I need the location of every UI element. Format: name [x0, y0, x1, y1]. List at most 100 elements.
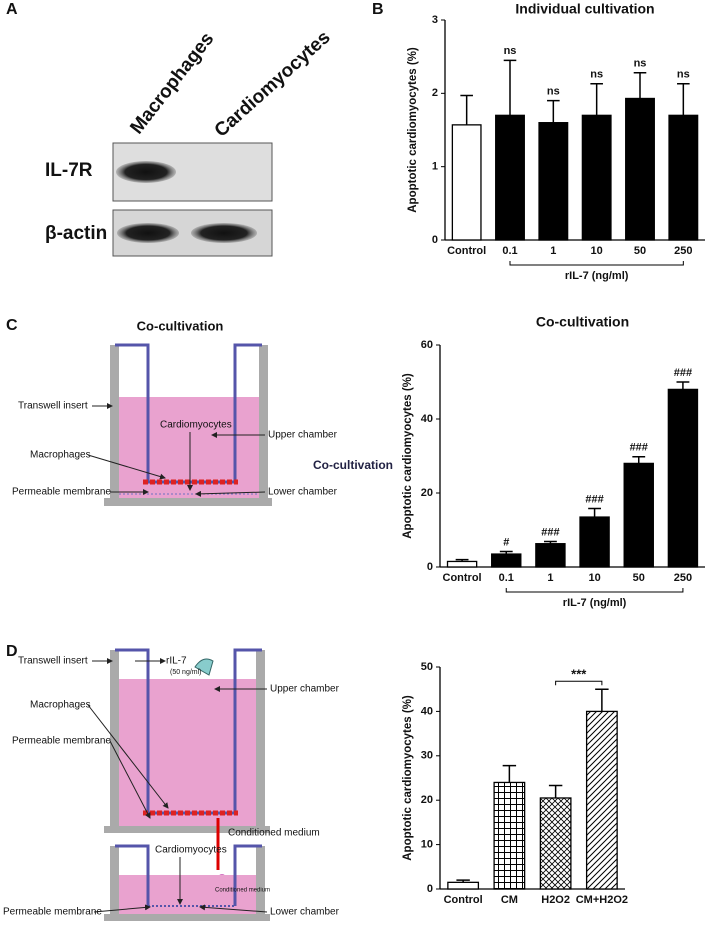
annotation: ns: [590, 69, 603, 81]
diagram-label: rIL-7: [166, 656, 187, 667]
error-bar: [460, 94, 473, 125]
blot-column-label: Cardiomyocytes: [211, 27, 335, 142]
bar: [447, 881, 480, 890]
y-tick-label: 50: [421, 661, 433, 673]
chart-title: Individual cultivation: [515, 1, 654, 17]
x-tick-label: 0.1: [502, 245, 517, 257]
blot-band: [116, 161, 176, 183]
y-tick-label: 1: [432, 161, 438, 173]
transwell-insert: [115, 648, 262, 815]
error-bar: [547, 99, 560, 123]
transwell-insert: [115, 844, 262, 906]
bar: [668, 114, 699, 241]
annotation: ###: [630, 442, 648, 454]
well-wall: [110, 846, 119, 916]
transwell-insert: [115, 343, 262, 484]
y-axis-label: Apoptotic cardiomyocytes (%): [402, 695, 414, 861]
diagram-label: Upper chamber: [270, 684, 340, 695]
x-tick-label: Control: [443, 572, 482, 584]
bar: [495, 114, 525, 241]
bar: [623, 462, 654, 568]
diagram-label: Cardiomyocytes: [155, 845, 227, 856]
diagram-label: Lower chamber: [270, 907, 340, 918]
bar: [446, 560, 478, 568]
x-tick-label: CM: [501, 894, 518, 906]
annotation: ###: [674, 367, 692, 379]
diagram-label: Conditioned medium: [215, 888, 270, 894]
diagram-title: Co-cultivation: [137, 318, 224, 333]
x-tick-label: 50: [634, 245, 646, 257]
bar: [579, 516, 610, 568]
bar: [538, 122, 569, 241]
x-tick-label: H2O2: [541, 894, 570, 906]
annotation: ns: [677, 69, 690, 81]
diagram-label: Conditioned medium: [228, 828, 320, 839]
x-tick-label: 1: [550, 245, 556, 257]
annotation: ns: [504, 45, 517, 57]
bar: [539, 797, 572, 890]
x-tick-label: 0.1: [499, 572, 514, 584]
panel-label: A: [6, 1, 18, 18]
x-tick-label: 250: [674, 245, 692, 257]
pipette-icon: [194, 658, 214, 676]
annotation: #: [503, 536, 509, 548]
error-bar: [548, 784, 563, 798]
error-bar: [633, 72, 647, 99]
y-tick-label: 30: [421, 750, 433, 762]
diagram-label: Macrophages: [30, 700, 91, 711]
western-blot: Macrophages Cardiomyocytes IL-7R β-actin: [45, 27, 335, 257]
y-tick-label: 2: [432, 87, 438, 99]
y-tick-label: 40: [421, 705, 433, 717]
significance-label: ***: [571, 667, 587, 682]
error-bar: [595, 688, 609, 712]
diagram-co-cultivation: Co-cultivation Transwell insert Cardiomy…: [12, 318, 393, 506]
diagram-label: Permeable membrane: [12, 736, 111, 747]
y-tick-label: 3: [432, 14, 438, 26]
group-bracket: [505, 588, 684, 593]
x-tick-label: 1: [547, 572, 553, 584]
x-tick-label: 250: [674, 572, 692, 584]
y-tick-label: 0: [427, 883, 433, 895]
x-tick-label: CM+H2O2: [576, 894, 628, 906]
well-wall: [110, 345, 119, 503]
x-tick-label: Control: [444, 894, 483, 906]
error-bar: [503, 59, 517, 116]
group-bracket: [509, 261, 684, 266]
blot-column-label: Macrophages: [126, 29, 218, 138]
x-tick-label: Control: [447, 245, 486, 257]
error-bar: [502, 764, 517, 783]
diagram-label: Macrophages: [30, 450, 91, 461]
y-tick-label: 40: [421, 413, 433, 425]
y-tick-label: 60: [421, 339, 433, 351]
error-bar: [456, 879, 470, 883]
error-bar: [588, 507, 601, 518]
diagram-label: Transwell insert: [18, 401, 88, 412]
well-wall: [110, 650, 119, 830]
x-tick-label: 10: [588, 572, 600, 584]
annotation: ###: [585, 493, 603, 505]
y-axis-label: Apoptotic cardiomyocytes (%): [402, 373, 414, 539]
bar: [491, 553, 522, 568]
diagram-label: (50 ng/ml): [170, 669, 202, 676]
annotation: ns: [634, 58, 647, 70]
diagram-label: Lower chamber: [268, 487, 338, 498]
bar: [493, 781, 526, 890]
well-wall: [256, 846, 265, 916]
blot-band: [117, 223, 179, 243]
diagram-label: Co-cultivation: [313, 458, 393, 472]
group-label: rIL-7 (ng/ml): [565, 270, 629, 282]
bar: [451, 124, 482, 241]
medium: [119, 875, 256, 915]
x-tick-label: 50: [633, 572, 645, 584]
error-bar: [590, 83, 603, 116]
diagram-label: Permeable membrane: [12, 487, 111, 498]
group-label: rIL-7 (ng/ml): [563, 597, 627, 609]
y-tick-label: 0: [427, 561, 433, 573]
error-bar: [677, 83, 690, 116]
well-base: [104, 498, 272, 506]
error-bar: [676, 381, 690, 390]
y-tick-label: 0: [432, 234, 438, 246]
error-bar: [499, 550, 513, 555]
x-tick-label: 10: [591, 245, 603, 257]
